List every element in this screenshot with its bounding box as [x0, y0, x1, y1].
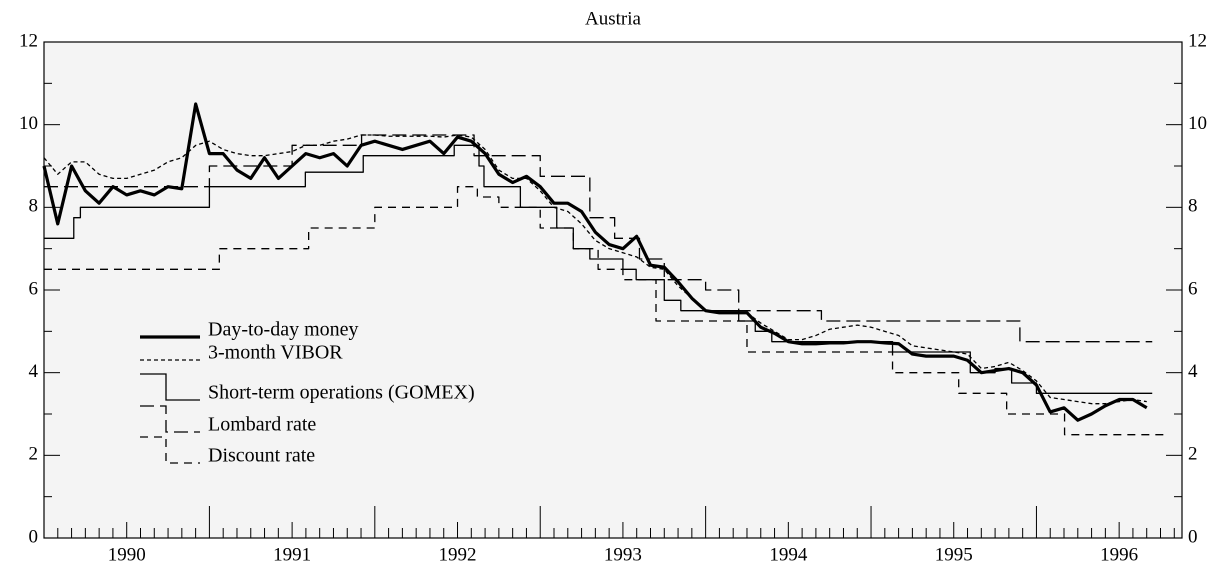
x-tick-label: 1992	[439, 544, 477, 565]
series-line	[44, 134, 1153, 343]
y2-tick-label: 2	[1188, 444, 1198, 465]
legend-label: Day-to-day money	[208, 319, 359, 341]
x-tick-label: 1995	[935, 544, 973, 565]
y2-tick-label: 4	[1188, 361, 1198, 382]
y2-tick-label: 6	[1188, 278, 1198, 299]
y-tick-label: 10	[19, 113, 38, 134]
x-tick-label: 1990	[108, 544, 146, 565]
y-tick-label: 2	[29, 444, 39, 465]
y-tick-label: 0	[29, 526, 39, 547]
y2-tick-label: 10	[1188, 113, 1207, 134]
x-tick-label: 1993	[604, 544, 642, 565]
series-line	[44, 144, 1153, 394]
legend-label: Lombard rate	[208, 414, 316, 436]
legend-label: 3-month VIBOR	[208, 342, 343, 364]
y-tick-label: 12	[19, 30, 38, 51]
series-line	[42, 102, 1148, 422]
x-tick-label: 1994	[769, 544, 808, 565]
y-tick-label: 8	[29, 196, 39, 217]
plot-background	[44, 42, 1182, 538]
y2-tick-label: 8	[1188, 196, 1198, 217]
y2-tick-label: 0	[1188, 526, 1198, 547]
y-tick-label: 4	[29, 361, 39, 382]
legend-swatch	[140, 405, 200, 433]
x-tick-label: 1996	[1100, 544, 1138, 565]
y-tick-label: 6	[29, 278, 39, 299]
series-line	[43, 134, 1147, 405]
series-line	[44, 186, 1166, 436]
legend-label: Short-term operations (GOMEX)	[208, 382, 475, 404]
x-tick-label: 1991	[273, 544, 311, 565]
y2-tick-label: 12	[1188, 30, 1207, 51]
legend-label: Discount rate	[208, 445, 315, 467]
legend-swatch	[140, 373, 200, 401]
chart-title: Austria	[585, 8, 642, 29]
plot-frame	[43, 41, 1183, 539]
